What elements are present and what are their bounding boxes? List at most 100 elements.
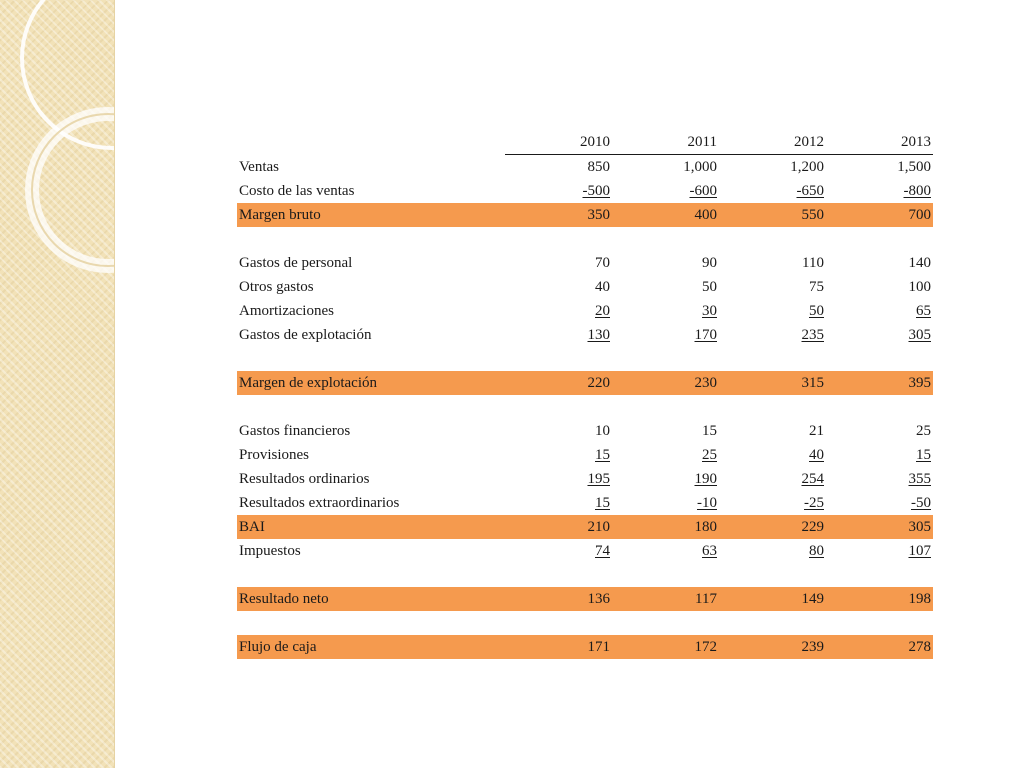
row-label: Resultados ordinarios	[239, 471, 370, 487]
cell: 180	[612, 515, 719, 539]
cell: 400	[612, 203, 719, 227]
row-label: Margen de explotación	[237, 371, 505, 395]
row-margen-bruto: Margen bruto 350 400 550 700	[237, 203, 933, 227]
cell: 10	[595, 423, 610, 439]
cell: -600	[689, 183, 718, 199]
cell: 235	[801, 327, 825, 343]
cell: 15	[916, 447, 931, 463]
row-label: BAI	[237, 515, 505, 539]
header-2013: 2013	[826, 130, 933, 155]
cell: -10	[697, 495, 717, 511]
cell: 50	[702, 279, 717, 295]
cell: 220	[505, 371, 612, 395]
row-gastos-personal: Gastos de personal 70 90 110 140	[237, 251, 933, 275]
cell: 110	[802, 255, 824, 271]
row-label: Gastos de explotación	[239, 327, 372, 343]
cell: -800	[903, 183, 932, 199]
header-blank	[237, 130, 505, 155]
header-2010: 2010	[505, 130, 612, 155]
cell: 230	[612, 371, 719, 395]
cell: 25	[916, 423, 931, 439]
cell: 20	[595, 303, 610, 319]
cell: 305	[826, 515, 933, 539]
row-label: Ventas	[239, 158, 279, 175]
cell: -25	[804, 495, 824, 511]
row-label: Gastos financieros	[239, 423, 351, 439]
row-ventas: Ventas 850 1,000 1,200 1,500	[237, 155, 933, 180]
cell: 254	[801, 471, 825, 487]
cell: 80	[809, 543, 824, 559]
cell: 75	[809, 279, 824, 295]
cell: 50	[809, 303, 824, 319]
cell: -650	[796, 183, 825, 199]
header-2011: 2011	[612, 130, 719, 155]
cell: 700	[826, 203, 933, 227]
row-label: Amortizaciones	[239, 303, 334, 319]
spacer-row	[237, 347, 933, 371]
cell: 74	[595, 543, 610, 559]
row-resultados-extraordinarios: Resultados extraordinarios 15 -10 -25 -5…	[237, 491, 933, 515]
decorative-rings	[20, 0, 114, 273]
spacer-row	[237, 563, 933, 587]
cell: 136	[505, 587, 612, 611]
cell: 172	[612, 635, 719, 659]
row-label: Otros gastos	[239, 279, 314, 295]
cell: 210	[505, 515, 612, 539]
cell: 40	[595, 279, 610, 295]
cell: 190	[694, 471, 718, 487]
row-bai: BAI 210 180 229 305	[237, 515, 933, 539]
cell: 850	[587, 159, 611, 175]
cell: 229	[719, 515, 826, 539]
row-label: Resultados extraordinarios	[239, 495, 400, 511]
cell: 171	[505, 635, 612, 659]
cell: -50	[911, 495, 931, 511]
cell: 15	[702, 423, 717, 439]
cell: 278	[826, 635, 933, 659]
cell: -500	[582, 183, 611, 199]
row-provisiones: Provisiones 15 25 40 15	[237, 443, 933, 467]
cell: 550	[719, 203, 826, 227]
cell: 198	[826, 587, 933, 611]
row-label: Impuestos	[239, 543, 301, 559]
row-label: Provisiones	[239, 447, 310, 463]
decorative-side-band	[0, 0, 115, 768]
header-2012: 2012	[719, 130, 826, 155]
cell: 395	[826, 371, 933, 395]
cell: 305	[908, 327, 932, 343]
cell: 315	[719, 371, 826, 395]
row-label: Costo de las ventas	[239, 183, 355, 199]
cell: 1,200	[790, 159, 824, 175]
row-label: Gastos de personal	[239, 255, 353, 271]
ring-medium	[25, 107, 114, 273]
spacer-row	[237, 227, 933, 251]
cell: 149	[719, 587, 826, 611]
cell: 107	[908, 543, 932, 559]
cell: 15	[595, 447, 610, 463]
cell: 70	[595, 255, 610, 271]
cell: 30	[702, 303, 717, 319]
cell: 100	[908, 279, 932, 295]
row-label: Margen bruto	[237, 203, 505, 227]
row-margen-explotacion: Margen de explotación 220 230 315 395	[237, 371, 933, 395]
spacer-row	[237, 395, 933, 419]
row-amortizaciones: Amortizaciones 20 30 50 65	[237, 299, 933, 323]
ring-large	[20, 0, 114, 150]
row-flujo-caja: Flujo de caja 171 172 239 278	[237, 635, 933, 659]
row-label: Resultado neto	[237, 587, 505, 611]
income-statement-table: 2010 2011 2012 2013 Ventas 850 1,000 1,2…	[237, 130, 933, 659]
cell: 25	[702, 447, 717, 463]
cell: 40	[809, 447, 824, 463]
header-row: 2010 2011 2012 2013	[237, 130, 933, 155]
row-gastos-financieros: Gastos financieros 10 15 21 25	[237, 419, 933, 443]
cell: 140	[908, 255, 932, 271]
cell: 130	[587, 327, 611, 343]
cell: 350	[505, 203, 612, 227]
row-costo-ventas: Costo de las ventas -500 -600 -650 -800	[237, 179, 933, 203]
row-resultado-neto: Resultado neto 136 117 149 198	[237, 587, 933, 611]
cell: 21	[809, 423, 824, 439]
cell: 1,000	[683, 159, 717, 175]
cell: 15	[595, 495, 610, 511]
cell: 195	[587, 471, 611, 487]
cell: 1,500	[897, 159, 931, 175]
cell: 239	[719, 635, 826, 659]
